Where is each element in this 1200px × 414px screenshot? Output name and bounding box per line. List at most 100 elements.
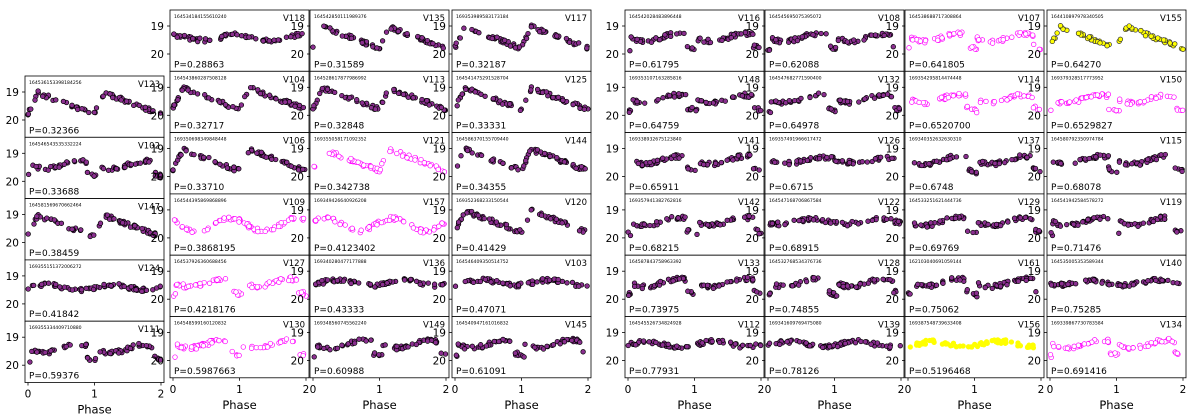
data-point (229, 31, 236, 37)
data-point (975, 280, 982, 286)
source-id: 169348560745562240 (314, 321, 367, 327)
data-point (478, 342, 484, 348)
data-point (441, 169, 448, 175)
xtick-label: 2 (898, 384, 905, 396)
ytick-label: 19 (6, 148, 19, 160)
ytick-label: 20 (886, 110, 899, 122)
data-point (1072, 160, 1078, 166)
data-point (224, 165, 230, 171)
variable-name: V102 (138, 141, 160, 151)
xtick-label: 2 (585, 384, 592, 396)
data-point (503, 221, 510, 228)
data-point (534, 279, 540, 285)
x-axis-column-5: 0 1 2 Phase (625, 377, 764, 412)
data-point (255, 228, 261, 235)
period-label: P=0.68215 (629, 244, 679, 254)
data-point (300, 215, 307, 222)
data-point (1015, 343, 1021, 349)
ytick-label: 20 (886, 294, 899, 306)
period-label: P=0.60988 (314, 367, 364, 377)
xtick-label: 1 (1113, 384, 1120, 396)
data-point (482, 93, 488, 99)
data-point (319, 85, 326, 92)
data-point (231, 164, 237, 170)
data-point (311, 354, 317, 360)
data-point (584, 45, 590, 51)
data-point (635, 160, 641, 167)
data-point (1080, 219, 1086, 225)
data-point (461, 25, 467, 31)
period-label: P=0.6520700 (909, 122, 971, 132)
data-point (45, 280, 52, 286)
data-point (461, 346, 468, 352)
data-point (1097, 152, 1103, 158)
data-point (192, 282, 199, 288)
data-point (713, 160, 719, 167)
data-point (222, 102, 229, 108)
data-point (674, 343, 680, 349)
ytick-label: 20 (746, 233, 759, 245)
data-point (791, 217, 797, 223)
data-point (236, 219, 242, 225)
data-point (1117, 36, 1124, 42)
data-point (517, 107, 524, 114)
data-point (233, 289, 239, 295)
data-point (939, 35, 945, 41)
data-point (998, 222, 1004, 229)
data-point (835, 37, 841, 44)
data-point (515, 167, 521, 173)
data-point (871, 95, 878, 101)
data-point (419, 96, 425, 103)
data-point (494, 277, 500, 284)
data-point (334, 345, 341, 351)
xtick-label: 0 (310, 384, 317, 396)
data-point (1075, 30, 1082, 36)
data-point (229, 348, 235, 355)
data-point (1142, 33, 1149, 39)
data-point (93, 105, 100, 111)
data-point (262, 228, 268, 235)
variable-name: V136 (423, 259, 445, 269)
data-point (544, 343, 550, 349)
data-point (1002, 159, 1008, 166)
data-point (426, 102, 432, 108)
data-point (440, 45, 446, 51)
data-point (116, 281, 122, 287)
data-point (738, 31, 744, 37)
data-point (724, 157, 730, 163)
data-point (820, 344, 826, 351)
data-point (834, 293, 840, 299)
data-point (200, 343, 207, 349)
period-label: P=0.77931 (629, 367, 679, 377)
xtick-label: 1 (518, 384, 525, 396)
data-point (25, 171, 32, 178)
data-point (171, 102, 177, 108)
data-point (555, 94, 561, 100)
x-axis-title: Phase (504, 398, 538, 412)
data-point (699, 340, 705, 346)
data-point (865, 218, 871, 224)
data-point (454, 225, 460, 231)
ytick-label: 20 (291, 233, 304, 245)
source-id: 164547682771590400 (769, 75, 822, 81)
data-point (976, 37, 982, 43)
source-id: 164410897978340505 (1051, 14, 1104, 20)
data-point (424, 338, 431, 344)
data-point (157, 110, 164, 116)
data-point (928, 220, 934, 226)
light-curve-panel-v123: 164536153398184256 V123 P=0.32366 19 20 (6, 75, 165, 138)
period-label: P=0.71476 (1051, 244, 1101, 254)
data-point (157, 357, 164, 363)
data-point (185, 283, 192, 289)
data-point (1023, 277, 1029, 284)
data-point (246, 223, 252, 229)
data-point (486, 216, 493, 222)
data-point (438, 350, 444, 356)
data-point (1106, 282, 1112, 288)
variable-name: V130 (283, 321, 305, 331)
data-point (550, 342, 557, 348)
data-point (853, 284, 859, 290)
data-point (266, 92, 273, 98)
source-id: 164541942584578272 (1051, 198, 1104, 204)
